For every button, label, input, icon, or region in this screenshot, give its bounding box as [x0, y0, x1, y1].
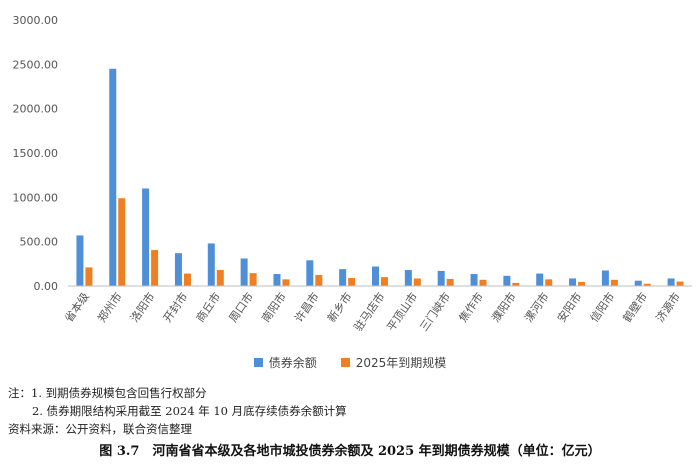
notes: 注：1. 到期债券规模包含回售行权部分 2. 债券期限结构采用截至 2024 年… [8, 384, 347, 438]
y-tick-label: 2500.00 [13, 58, 59, 71]
x-tick-label: 信阳市 [587, 290, 617, 325]
legend-swatch-maturity [340, 357, 350, 367]
y-tick-label: 1000.00 [13, 191, 59, 204]
bar-maturity [676, 281, 684, 286]
bar-balance [404, 270, 412, 286]
y-tick-label: 1500.00 [13, 147, 59, 160]
bar-maturity [479, 279, 487, 286]
source-line: 资料来源：公开资料，联合资信整理 [8, 422, 192, 436]
x-tick-label: 新乡市 [324, 290, 354, 325]
bar-balance [273, 274, 281, 286]
x-tick-label: 漯河市 [521, 290, 551, 325]
bar-maturity [85, 267, 93, 286]
x-tick-label: 平顶山市 [384, 290, 421, 334]
x-tick-label: 洛阳市 [127, 290, 157, 325]
figure-caption: 图 3.7 河南省省本级及各地市城投债券余额及 2025 年到期债券规模（单位：… [99, 444, 601, 459]
legend-item-balance: 债券余额 [253, 352, 317, 372]
bar-maturity [578, 282, 586, 286]
legend: 债券余额 2025年到期规模 [0, 352, 700, 372]
x-tick-label: 三门峡市 [416, 290, 453, 334]
x-tick-label: 商丘市 [193, 290, 223, 325]
x-tick-label: 省本级 [61, 290, 91, 325]
x-tick-label: 驻马店市 [351, 290, 388, 334]
legend-swatch-balance [253, 357, 263, 367]
bar-maturity [151, 250, 159, 286]
bars [76, 68, 684, 287]
bar-balance [601, 270, 609, 286]
bar-maturity [610, 279, 618, 286]
bar-balance [569, 278, 577, 286]
y-tick-label: 500.00 [20, 236, 59, 249]
bar-maturity [413, 278, 421, 286]
bar-maturity [545, 279, 553, 286]
x-tick-label: 鹤壁市 [620, 290, 650, 325]
bar-maturity [381, 277, 388, 286]
x-tick-label: 焦作市 [456, 290, 486, 325]
x-tick-label: 安阳市 [554, 290, 584, 325]
bar-balance [306, 260, 314, 286]
bar-balance [667, 278, 675, 286]
x-tick-label: 开封市 [160, 290, 190, 325]
y-tick-label: 3000.00 [13, 14, 59, 27]
x-axis: 省本级 郑州市 洛阳市 开封市 商丘市 周口市 南阳市 许昌市 新乡市驻马店市平顶山市三门峡市焦… [61, 285, 692, 334]
x-tick-label: 许昌市 [291, 290, 321, 325]
bar-balance [174, 253, 182, 286]
bar-maturity [512, 282, 520, 286]
bar-maturity [348, 278, 356, 286]
x-tick-label: 濮阳市 [488, 290, 518, 325]
bar-maturity [282, 279, 290, 286]
x-tick-label: 南阳市 [259, 290, 289, 325]
bar-balance [142, 188, 150, 286]
bar-balance [76, 235, 84, 286]
bar-maturity [249, 273, 257, 286]
bar-maturity [315, 274, 323, 286]
bar-balance [536, 273, 544, 286]
x-tick-label: 郑州市 [94, 290, 124, 325]
bar-maturity [118, 198, 126, 286]
bar-maturity [216, 270, 224, 286]
note-line-1: 注：1. 到期债券规模包含回售行权部分 [8, 386, 207, 400]
legend-label-balance: 债券余额 [268, 355, 317, 370]
bar-balance [339, 269, 347, 286]
bar-balance [470, 274, 478, 286]
bar-balance [207, 243, 215, 286]
x-tick-label: 周口市 [226, 290, 256, 325]
bar-balance [240, 258, 248, 286]
bar-maturity [643, 283, 651, 286]
legend-label-maturity: 2025年到期规模 [355, 355, 447, 370]
bar-balance [372, 266, 379, 286]
y-tick-label: 2000.00 [13, 103, 59, 116]
bar-maturity [446, 278, 454, 286]
bar-balance [437, 270, 445, 286]
bar-balance [503, 275, 511, 286]
x-tick-label: 济源市 [653, 290, 683, 325]
y-axis: 0.00 500.00 1000.00 1500.00 2000.00 2500.00 30… [13, 14, 59, 293]
legend-item-maturity: 2025年到期规模 [340, 352, 447, 372]
bar-maturity [183, 273, 191, 286]
y-tick-label: 0.00 [34, 280, 59, 293]
bar-balance [634, 280, 642, 286]
note-line-2: 2. 债券期限结构采用截至 2024 年 10 月底存续债券余额计算 [32, 404, 347, 418]
bar-chart: 0.00 500.00 1000.00 1500.00 2000.00 2500.00 30… [13, 14, 692, 334]
bar-balance [109, 68, 117, 287]
